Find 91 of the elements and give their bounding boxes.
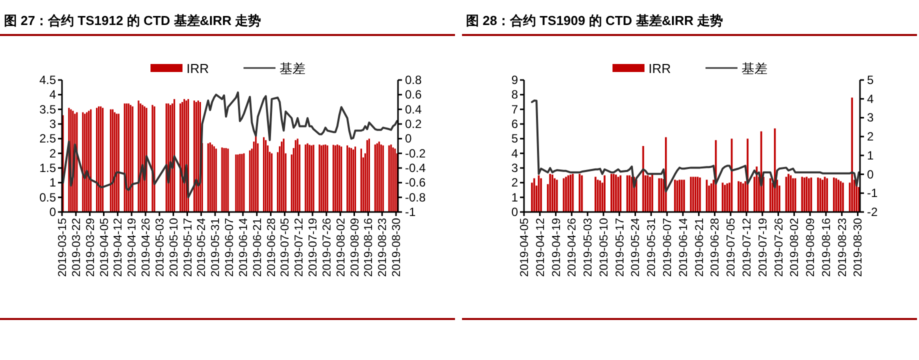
y-tick-label: 5 <box>511 132 518 146</box>
x-tick-label: 2019-07-19 <box>757 218 770 277</box>
x-tick-label: 2019-08-23 <box>836 218 849 277</box>
y2-tick-label: 0 <box>867 167 874 182</box>
y-tick-label: 6 <box>511 117 518 131</box>
y2-tick-label: 3 <box>867 110 874 125</box>
x-tick-label: 2019-07-19 <box>308 218 320 277</box>
x-tick-label: 2019-06-07 <box>662 218 674 277</box>
y-tick-label: 3 <box>49 117 56 131</box>
x-tick-label: 2019-03-22 <box>70 218 83 277</box>
x-tick-label: 2019-06-21 <box>694 218 706 277</box>
x-tick-label: 2019-08-30 <box>391 218 404 277</box>
y-tick-label: 4 <box>511 146 518 160</box>
y2-tick-label: 0.2 <box>405 117 422 131</box>
x-tick-label: 2019-06-28 <box>710 218 722 277</box>
y-tick-label: 4.5 <box>39 73 56 87</box>
y-tick-label: 7 <box>511 102 518 116</box>
x-tick-label: 2019-04-12 <box>112 218 125 277</box>
x-tick-label: 2019-07-12 <box>741 218 754 277</box>
x-tick-label: 2019-05-03 <box>582 218 595 277</box>
x-tick-label: 2019-08-16 <box>363 218 376 277</box>
y-tick-label: 2 <box>49 146 56 160</box>
x-tick-label: 2019-04-19 <box>550 218 563 277</box>
x-tick-label: 2019-04-26 <box>140 218 153 277</box>
y-tick-label: 0.5 <box>39 190 56 204</box>
y-tick-label: 8 <box>511 88 518 102</box>
legend-label: 基差 <box>742 61 768 76</box>
x-tick-label: 2019-04-12 <box>534 218 547 277</box>
x-tick-label: 2019-05-03 <box>154 218 166 277</box>
y-tick-label: 3 <box>511 161 518 175</box>
x-tick-label: 2019-05-10 <box>168 218 180 277</box>
x-tick-label: 2019-08-09 <box>805 218 818 277</box>
y-tick-label: 9 <box>511 73 518 87</box>
x-tick-label: 2019-04-19 <box>126 218 139 277</box>
x-tick-label: 2019-08-23 <box>377 218 390 277</box>
x-tick-label: 2019-07-26 <box>321 218 334 277</box>
x-tick-label: 2019-05-17 <box>182 218 194 277</box>
y2-tick-label: 0.8 <box>405 73 422 87</box>
x-tick-label: 2019-07-05 <box>280 218 292 277</box>
legend-label: IRR <box>648 61 671 76</box>
x-tick-label: 2019-03-29 <box>84 218 97 277</box>
y-tick-label: 1.5 <box>39 161 56 175</box>
y2-tick-label: -0.8 <box>405 190 426 204</box>
y2-tick-label: -0.2 <box>405 146 426 160</box>
y-tick-label: 2 <box>511 176 518 190</box>
x-tick-label: 2019-05-17 <box>614 218 626 277</box>
y2-tick-label: -0.4 <box>405 161 426 175</box>
chart-title: 图 27：合约 TS1912 的 CTD 基差&IRR 走势 <box>4 12 262 30</box>
x-tick-label: 2019-08-16 <box>820 218 833 277</box>
x-tick-label: 2019-07-12 <box>294 218 306 277</box>
legend-label: 基差 <box>280 61 306 76</box>
y-tick-label: 0 <box>49 205 56 219</box>
y-tick-label: 4 <box>49 88 56 102</box>
y-tick-label: 2.5 <box>39 132 56 146</box>
y2-tick-label: 1 <box>867 148 874 162</box>
y-tick-label: 0 <box>511 205 518 219</box>
chart-title: 图 28：合约 TS1909 的 CTD 基差&IRR 走势 <box>466 12 724 30</box>
x-tick-label: 2019-08-02 <box>789 218 802 277</box>
y2-tick-label: -2 <box>867 205 878 219</box>
x-tick-label: 2019-06-28 <box>266 218 278 277</box>
y2-tick-label: 2 <box>867 130 874 144</box>
x-tick-label: 2019-05-31 <box>210 218 222 277</box>
x-tick-label: 2019-04-05 <box>98 218 111 277</box>
x-tick-label: 2019-08-02 <box>335 218 348 277</box>
y2-tick-label: -1 <box>405 205 416 219</box>
x-tick-label: 2019-08-30 <box>852 218 865 277</box>
x-tick-label: 2019-06-07 <box>224 218 236 277</box>
y-tick-label: 3.5 <box>39 102 56 116</box>
y-tick-label: 1 <box>511 190 518 204</box>
y2-tick-label: -1 <box>867 186 878 200</box>
y2-tick-label: 0.4 <box>405 102 422 116</box>
y2-tick-label: 4 <box>867 92 874 106</box>
x-tick-label: 2019-06-14 <box>678 217 690 277</box>
x-tick-label: 2019-03-15 <box>57 218 69 277</box>
x-tick-label: 2019-07-05 <box>726 218 738 277</box>
x-tick-label: 2019-08-09 <box>349 218 362 277</box>
x-tick-label: 2019-05-24 <box>630 217 642 277</box>
legend-label: IRR <box>186 61 209 76</box>
x-tick-label: 2019-04-26 <box>566 218 579 277</box>
x-tick-label: 2019-06-14 <box>238 217 250 277</box>
x-tick-label: 2019-07-26 <box>773 218 786 277</box>
y2-tick-label: 0 <box>405 132 412 146</box>
x-tick-label: 2019-05-24 <box>196 217 208 277</box>
y-tick-label: 1 <box>49 176 56 190</box>
y2-tick-label: 5 <box>867 73 874 87</box>
y2-tick-label: 0.6 <box>405 88 422 102</box>
x-tick-label: 2019-06-21 <box>252 218 264 277</box>
x-tick-label: 2019-05-10 <box>598 218 610 277</box>
x-tick-label: 2019-04-05 <box>519 218 531 277</box>
y2-tick-label: -0.6 <box>405 176 426 190</box>
x-tick-label: 2019-05-31 <box>646 218 658 277</box>
